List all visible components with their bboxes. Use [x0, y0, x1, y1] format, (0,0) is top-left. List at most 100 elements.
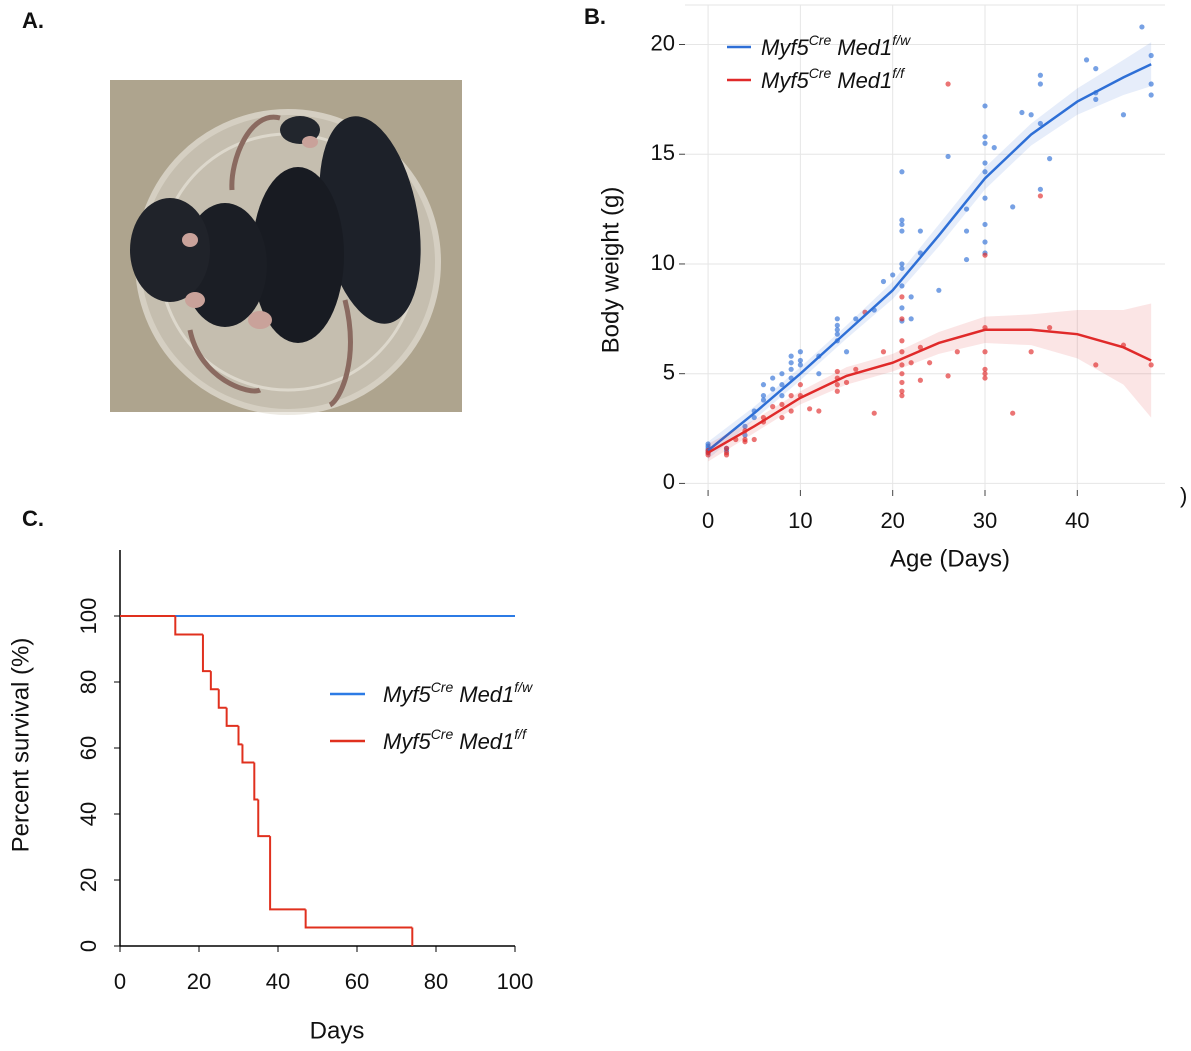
point — [945, 373, 951, 379]
survival-step — [174, 616, 203, 636]
survival-step — [253, 762, 259, 801]
legend-superscript: Cre — [431, 679, 454, 695]
point — [1037, 120, 1043, 127]
point — [843, 349, 850, 355]
point — [982, 140, 988, 146]
point — [982, 134, 988, 140]
point — [770, 386, 776, 392]
point — [1083, 57, 1090, 63]
point — [871, 410, 877, 416]
point — [982, 103, 988, 109]
survival-step — [209, 671, 219, 691]
point — [991, 145, 997, 151]
legend-superscript: f/w — [892, 32, 911, 48]
point — [963, 228, 970, 234]
point — [982, 221, 988, 228]
y-tick-label: 80 — [76, 670, 101, 694]
point — [899, 379, 905, 386]
legend-label: Myf5Cre Med1f/w — [383, 679, 533, 707]
point — [899, 169, 905, 175]
point — [899, 221, 905, 228]
point — [853, 366, 859, 372]
point — [908, 294, 914, 300]
point — [982, 160, 988, 166]
survival-step — [241, 744, 255, 764]
point — [797, 357, 803, 364]
survival-step — [257, 799, 271, 838]
survival-step — [237, 725, 243, 746]
point — [1028, 349, 1034, 355]
legend-superscript: f/f — [514, 726, 528, 742]
point — [705, 441, 711, 447]
point — [890, 272, 896, 278]
point — [982, 169, 988, 175]
point — [705, 452, 711, 458]
point — [751, 436, 757, 443]
point — [945, 81, 951, 87]
y-tick-label: 5 — [663, 360, 675, 385]
legend-text: Myf5 — [761, 35, 809, 60]
legend-superscript: Cre — [809, 32, 832, 48]
point — [797, 362, 803, 368]
point — [899, 316, 905, 322]
point — [982, 371, 988, 377]
point — [834, 388, 840, 394]
y-tick-label: 15 — [651, 140, 675, 165]
x-tick-label: 20 — [880, 508, 904, 533]
point — [899, 338, 905, 344]
point — [899, 261, 905, 267]
y-tick-label: 100 — [76, 598, 101, 635]
point — [1148, 92, 1154, 98]
point — [788, 393, 794, 399]
point — [751, 414, 757, 421]
legend-superscript: f/w — [514, 679, 533, 695]
y-tick-label: 20 — [651, 30, 675, 55]
point — [899, 228, 905, 234]
point — [779, 393, 785, 399]
point — [899, 371, 905, 377]
survival-step — [304, 909, 413, 929]
y-tick-label: 60 — [76, 736, 101, 760]
y-tick-label: 0 — [663, 469, 675, 494]
y-tick-label: 40 — [76, 802, 101, 826]
y-tick-label: 10 — [651, 250, 675, 275]
point — [1120, 112, 1127, 118]
legend-text: Med1 — [837, 35, 892, 60]
point — [816, 408, 822, 414]
x-axis-title: Age (Days) — [890, 545, 1010, 572]
point — [788, 353, 794, 359]
survival-step — [225, 707, 239, 727]
point — [742, 436, 748, 443]
point — [723, 450, 730, 456]
point — [1093, 96, 1099, 102]
point — [779, 414, 785, 421]
point — [834, 331, 840, 337]
point — [908, 360, 914, 366]
annotation: ) — [1180, 483, 1187, 508]
y-axis-title: Percent survival (%) — [7, 638, 34, 853]
legend-text: Med1 — [459, 729, 514, 754]
point — [963, 256, 970, 263]
legend-superscript: Cre — [431, 726, 454, 742]
point — [982, 195, 988, 201]
point — [917, 228, 923, 234]
legend-superscript: f/f — [892, 65, 906, 81]
point — [834, 327, 840, 333]
point — [1148, 52, 1154, 59]
legend-label: Myf5Cre Med1f/f — [761, 65, 906, 93]
x-tick-label: 30 — [973, 508, 997, 533]
point — [899, 265, 905, 271]
x-tick-label: 0 — [702, 508, 714, 533]
point — [927, 360, 933, 366]
confidence-band — [708, 42, 1152, 460]
point — [1037, 186, 1043, 192]
point — [917, 377, 923, 383]
mouse-photo — [110, 80, 462, 415]
legend-label: Myf5Cre Med1f/f — [383, 726, 528, 754]
point — [834, 368, 840, 375]
legend-text: Med1 — [837, 68, 892, 93]
x-tick-label: 80 — [424, 969, 448, 994]
point — [853, 316, 859, 322]
point — [788, 408, 794, 414]
x-tick-label: 40 — [1065, 508, 1089, 533]
